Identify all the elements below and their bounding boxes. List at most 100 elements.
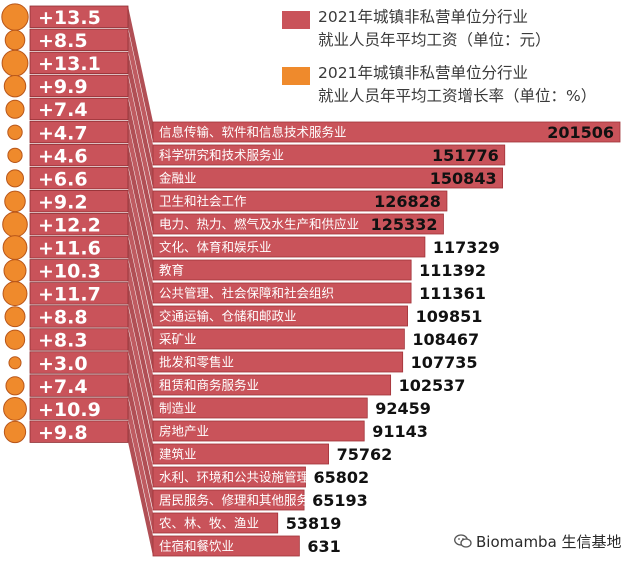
connector [128, 282, 153, 418]
category-label: 公共管理、社会保障和社会组织 [159, 286, 334, 301]
category-label: 住宿和餐饮业 [159, 539, 234, 554]
category-label: 教育 [159, 263, 184, 278]
growth-label: +11.6 [38, 238, 101, 260]
connector [128, 305, 153, 441]
wage-bar [152, 512, 279, 534]
growth-label: +10.3 [38, 261, 101, 283]
growth-cell [29, 282, 129, 305]
connector [128, 144, 153, 280]
growth-bubble [4, 306, 26, 328]
legend-wage-line1: 2021年城镇非私营单位分行业 [318, 8, 528, 26]
growth-cell [29, 236, 129, 259]
growth-label: +10.9 [38, 399, 101, 421]
value-label: 102537 [399, 376, 466, 395]
value-label: 91143 [372, 422, 428, 441]
wage-bar [152, 282, 412, 304]
growth-cell [29, 374, 129, 397]
wage-bar [152, 351, 404, 373]
connector [128, 374, 153, 510]
growth-bubble [5, 376, 25, 396]
growth-label: +4.7 [38, 122, 88, 144]
growth-bubble [6, 169, 24, 188]
growth-bubble [2, 235, 28, 260]
growth-bubble [7, 124, 23, 140]
growth-cell [29, 28, 129, 51]
growth-label: +4.6 [38, 145, 88, 167]
category-label: 卫生和社会工作 [159, 194, 247, 209]
growth-label: +12.2 [38, 214, 101, 236]
wage-bar [152, 489, 305, 511]
connector [128, 6, 153, 142]
growth-label: +6.6 [38, 168, 88, 190]
wage-bar [152, 259, 412, 281]
value-label: 53819 [286, 514, 342, 533]
growth-cell [29, 5, 129, 28]
growth-cell [29, 305, 129, 328]
category-label: 居民服务、修理和其他服务业 [159, 493, 322, 508]
value-label: 631 [307, 537, 340, 556]
growth-label: +9.8 [38, 422, 88, 444]
category-label: 建筑业 [159, 447, 197, 462]
growth-bubble [1, 3, 29, 31]
value-label: 111392 [419, 261, 486, 280]
growth-cell [29, 189, 129, 213]
category-label: 电力、热力、燃气及水生产和供应业 [159, 217, 359, 232]
wage-bar [152, 374, 392, 396]
category-label: 采矿业 [159, 332, 197, 347]
growth-label: +13.5 [38, 7, 101, 29]
growth-bubble [3, 420, 27, 444]
growth-bubble [3, 259, 27, 283]
value-label: 126828 [374, 192, 441, 211]
connector [128, 397, 153, 533]
growth-bubble [1, 49, 29, 77]
value-label: 125332 [371, 215, 438, 234]
wage-bar [152, 443, 329, 465]
growth-bubble [2, 281, 28, 307]
growth-cell [29, 74, 129, 98]
connector [128, 52, 153, 188]
growth-label: +8.8 [38, 307, 88, 329]
growth-bubble [4, 190, 26, 213]
growth-label: +9.2 [38, 191, 88, 213]
wage-bar [152, 167, 503, 189]
legend-growth-swatch [282, 67, 310, 85]
wage-bar [152, 420, 365, 442]
growth-bubble [8, 356, 22, 370]
connector [128, 259, 153, 395]
category-label: 信息传输、软件和信息技术服务业 [159, 125, 347, 140]
connector [128, 328, 153, 464]
growth-bubble [5, 99, 25, 119]
category-label: 农、林、牧、渔业 [159, 516, 259, 531]
wage-bar [152, 213, 444, 235]
category-label: 科学研究和技术服务业 [159, 148, 284, 163]
wage-bar [152, 328, 405, 350]
connector [128, 98, 153, 234]
value-label: 92459 [375, 399, 431, 418]
value-label: 117329 [433, 238, 500, 257]
legend-growth-line2: 就业人员年平均工资增长率（单位：%） [318, 87, 597, 105]
value-label: 65193 [312, 491, 368, 510]
growth-label: +8.3 [38, 330, 88, 352]
growth-cell [29, 351, 129, 374]
growth-cell [29, 97, 129, 121]
category-label: 水利、环境和公共设施管理业 [159, 470, 322, 485]
value-label: 201506 [547, 123, 614, 142]
category-label: 制造业 [159, 401, 197, 416]
value-label: 109851 [416, 307, 483, 326]
wage-bar [152, 190, 448, 212]
wage-bar [152, 305, 408, 327]
connector [128, 75, 153, 212]
wage-bar [152, 466, 306, 488]
wage-bar [152, 144, 506, 166]
wage-bar [152, 397, 368, 419]
connector [128, 167, 153, 303]
connector [128, 213, 153, 349]
growth-cell [29, 120, 129, 144]
growth-label: +11.7 [38, 284, 101, 306]
category-label: 交通运输、仓储和邮政业 [159, 309, 297, 324]
legend-wage-swatch [282, 11, 310, 29]
growth-bubble [4, 329, 26, 350]
growth-cell [29, 397, 129, 420]
growth-cell [29, 259, 129, 282]
